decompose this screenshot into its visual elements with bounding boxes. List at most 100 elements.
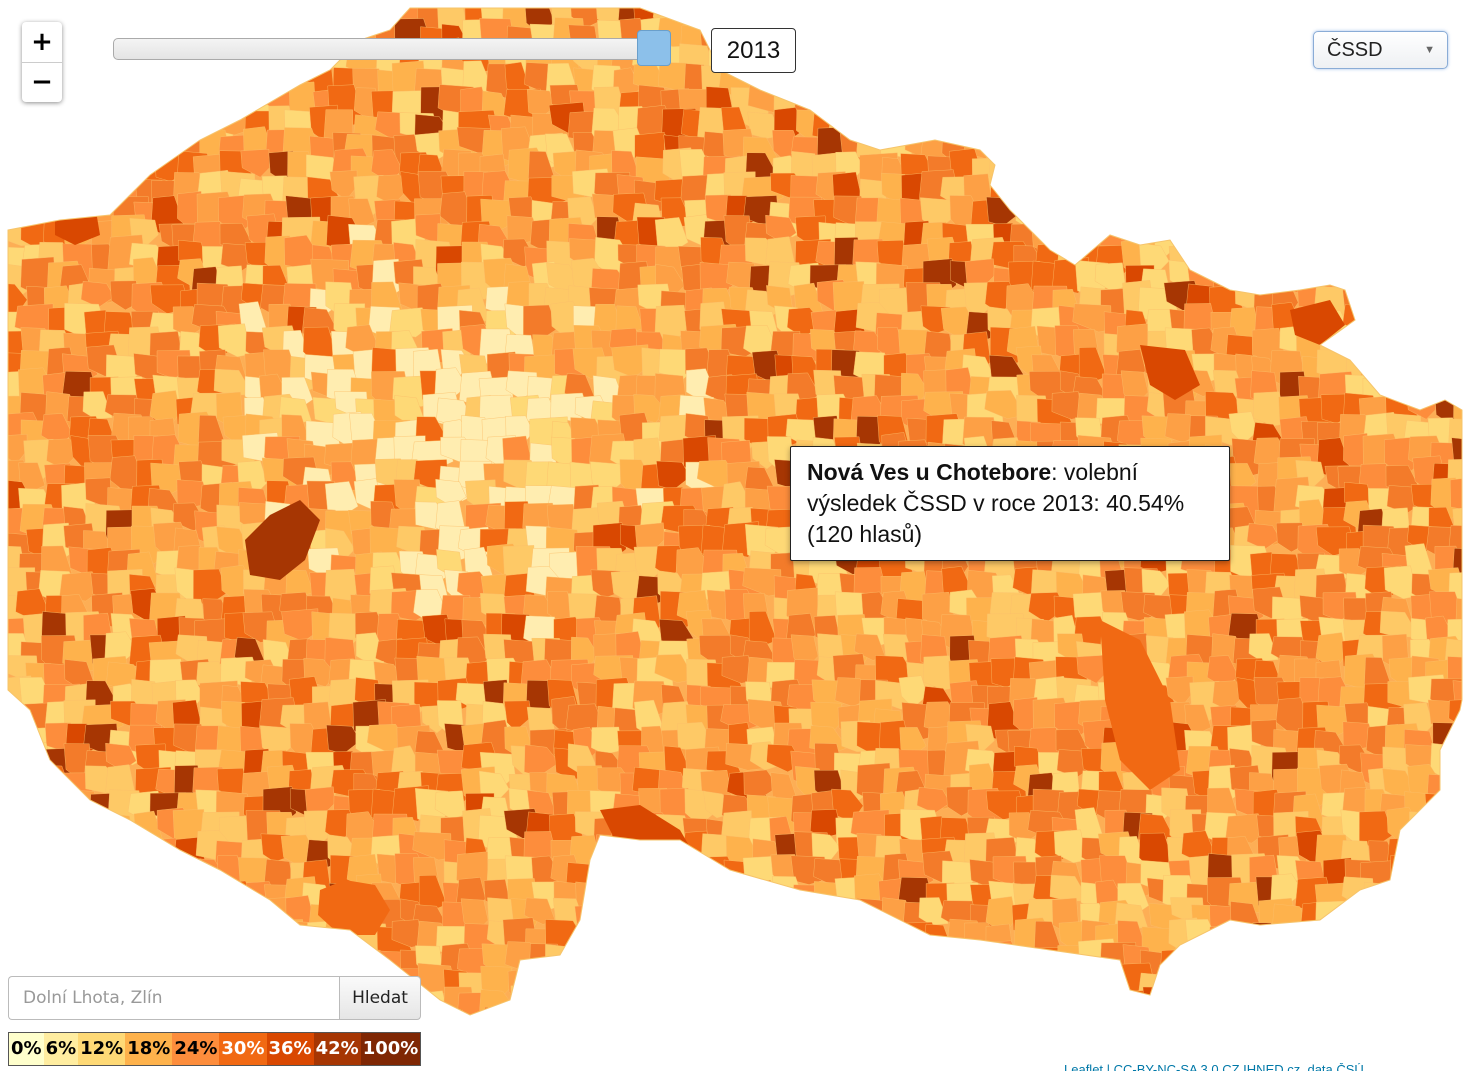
municipality-area[interactable] bbox=[1052, 64, 1085, 103]
municipality-area[interactable] bbox=[0, 745, 29, 779]
municipality-area[interactable] bbox=[61, 836, 99, 870]
municipality-area[interactable] bbox=[1276, 112, 1317, 151]
municipality-area[interactable] bbox=[217, 323, 251, 358]
municipality-area[interactable] bbox=[793, 921, 822, 953]
municipality-area[interactable] bbox=[1038, 1032, 1073, 1063]
municipality-area[interactable] bbox=[1100, 90, 1135, 120]
municipality-area[interactable] bbox=[419, 1005, 453, 1035]
municipality-area[interactable] bbox=[1321, 1010, 1359, 1039]
municipality-area[interactable] bbox=[1453, 284, 1476, 325]
municipality-area[interactable] bbox=[964, 42, 1006, 74]
municipality-area[interactable] bbox=[1403, 241, 1439, 271]
municipality-area[interactable] bbox=[1278, 60, 1308, 97]
municipality-area[interactable] bbox=[1409, 990, 1442, 1030]
municipality-area[interactable] bbox=[107, 941, 144, 974]
municipality-area[interactable] bbox=[1300, 0, 1334, 26]
municipality-area[interactable] bbox=[484, 1006, 517, 1045]
municipality-area[interactable] bbox=[1296, 921, 1326, 959]
municipality-area[interactable] bbox=[126, 900, 160, 931]
municipality-area[interactable] bbox=[593, 919, 627, 955]
municipality-area[interactable] bbox=[1229, 941, 1262, 974]
municipality-area[interactable] bbox=[656, 460, 691, 491]
municipality-area[interactable] bbox=[1060, 2, 1091, 41]
municipality-area[interactable] bbox=[790, 1004, 827, 1039]
municipality-area[interactable] bbox=[1387, 103, 1423, 140]
municipality-area[interactable] bbox=[921, 19, 955, 61]
municipality-area[interactable] bbox=[1147, 0, 1179, 40]
municipality-area[interactable] bbox=[1251, 66, 1291, 106]
municipality-area[interactable] bbox=[1271, 1006, 1304, 1046]
municipality-area[interactable] bbox=[1162, 154, 1201, 193]
municipality-area[interactable] bbox=[571, 966, 610, 1006]
municipality-area[interactable] bbox=[818, 1014, 847, 1052]
municipality-area[interactable] bbox=[1446, 946, 1476, 979]
municipality-area[interactable] bbox=[86, 906, 125, 947]
municipality-area[interactable] bbox=[1447, 43, 1476, 83]
municipality-area[interactable] bbox=[44, 947, 83, 976]
municipality-area[interactable] bbox=[1317, 241, 1347, 276]
municipality-area[interactable] bbox=[877, 1052, 909, 1071]
municipality-area[interactable] bbox=[1122, 0, 1164, 31]
municipality-area[interactable] bbox=[1078, 346, 1108, 384]
municipality-area[interactable] bbox=[190, 923, 231, 957]
municipality-area[interactable] bbox=[1383, 69, 1419, 103]
municipality-area[interactable] bbox=[1294, 966, 1329, 998]
municipality-area[interactable] bbox=[943, 44, 978, 74]
municipality-area[interactable] bbox=[65, 901, 101, 939]
municipality-area[interactable] bbox=[1273, 179, 1305, 211]
municipality-area[interactable] bbox=[1139, 64, 1171, 102]
municipality-area[interactable] bbox=[45, 112, 78, 152]
municipality-area[interactable] bbox=[1402, 327, 1442, 364]
municipality-area[interactable] bbox=[1208, 989, 1250, 1028]
municipality-area[interactable] bbox=[1141, 87, 1172, 129]
zoom-in-button[interactable]: + bbox=[31, 27, 53, 57]
municipality-area[interactable] bbox=[1073, 88, 1103, 128]
municipality-area[interactable] bbox=[1251, 198, 1283, 227]
municipality-area[interactable] bbox=[1453, 303, 1476, 339]
municipality-area[interactable] bbox=[1390, 854, 1427, 887]
municipality-area[interactable] bbox=[1449, 793, 1476, 833]
municipality-area[interactable] bbox=[1033, 105, 1066, 138]
municipality-area[interactable] bbox=[619, 899, 648, 939]
municipality-area[interactable] bbox=[949, 0, 987, 33]
municipality-area[interactable] bbox=[1365, 290, 1394, 327]
municipality-area[interactable] bbox=[215, 82, 254, 118]
municipality-area[interactable] bbox=[1190, 969, 1226, 1008]
municipality-area[interactable] bbox=[1253, 114, 1286, 152]
municipality-area[interactable] bbox=[1363, 200, 1404, 236]
municipality-area[interactable] bbox=[1255, 149, 1295, 187]
municipality-area[interactable] bbox=[878, 65, 917, 105]
municipality-area[interactable] bbox=[663, 1016, 695, 1044]
municipality-area[interactable] bbox=[703, 1053, 742, 1071]
municipality-area[interactable] bbox=[854, 45, 884, 85]
municipality-area[interactable] bbox=[1472, 663, 1476, 694]
municipality-area[interactable] bbox=[1115, 48, 1158, 86]
municipality-area[interactable] bbox=[1408, 853, 1447, 885]
municipality-area[interactable] bbox=[967, 1032, 1006, 1069]
municipality-area[interactable] bbox=[1445, 833, 1476, 863]
municipality-area[interactable] bbox=[214, 902, 247, 940]
municipality-area[interactable] bbox=[1454, 1011, 1476, 1046]
municipality-area[interactable] bbox=[125, 946, 166, 975]
municipality-area[interactable] bbox=[1254, 40, 1286, 80]
municipality-area[interactable] bbox=[1406, 198, 1438, 235]
municipality-area[interactable] bbox=[702, 905, 738, 945]
municipality-area[interactable] bbox=[877, 110, 917, 147]
municipality-area[interactable] bbox=[1278, 925, 1308, 960]
municipality-area[interactable] bbox=[39, 149, 80, 188]
municipality-area[interactable] bbox=[1228, 411, 1258, 445]
municipality-area[interactable] bbox=[1411, 67, 1450, 106]
municipality-area[interactable] bbox=[91, 878, 127, 912]
municipality-area[interactable] bbox=[1184, 1016, 1216, 1043]
municipality-area[interactable] bbox=[1010, 112, 1050, 154]
municipality-area[interactable] bbox=[1098, 66, 1136, 108]
municipality-area[interactable] bbox=[1470, 281, 1476, 309]
municipality-area[interactable] bbox=[305, 0, 341, 28]
municipality-area[interactable] bbox=[613, 1004, 653, 1047]
municipality-area[interactable] bbox=[1360, 158, 1398, 186]
municipality-area[interactable] bbox=[702, 961, 743, 1001]
municipality-area[interactable] bbox=[638, 903, 668, 942]
municipality-area[interactable] bbox=[1162, 2, 1198, 37]
municipality-area[interactable] bbox=[750, 1011, 788, 1039]
municipality-area[interactable] bbox=[1161, 1017, 1199, 1052]
